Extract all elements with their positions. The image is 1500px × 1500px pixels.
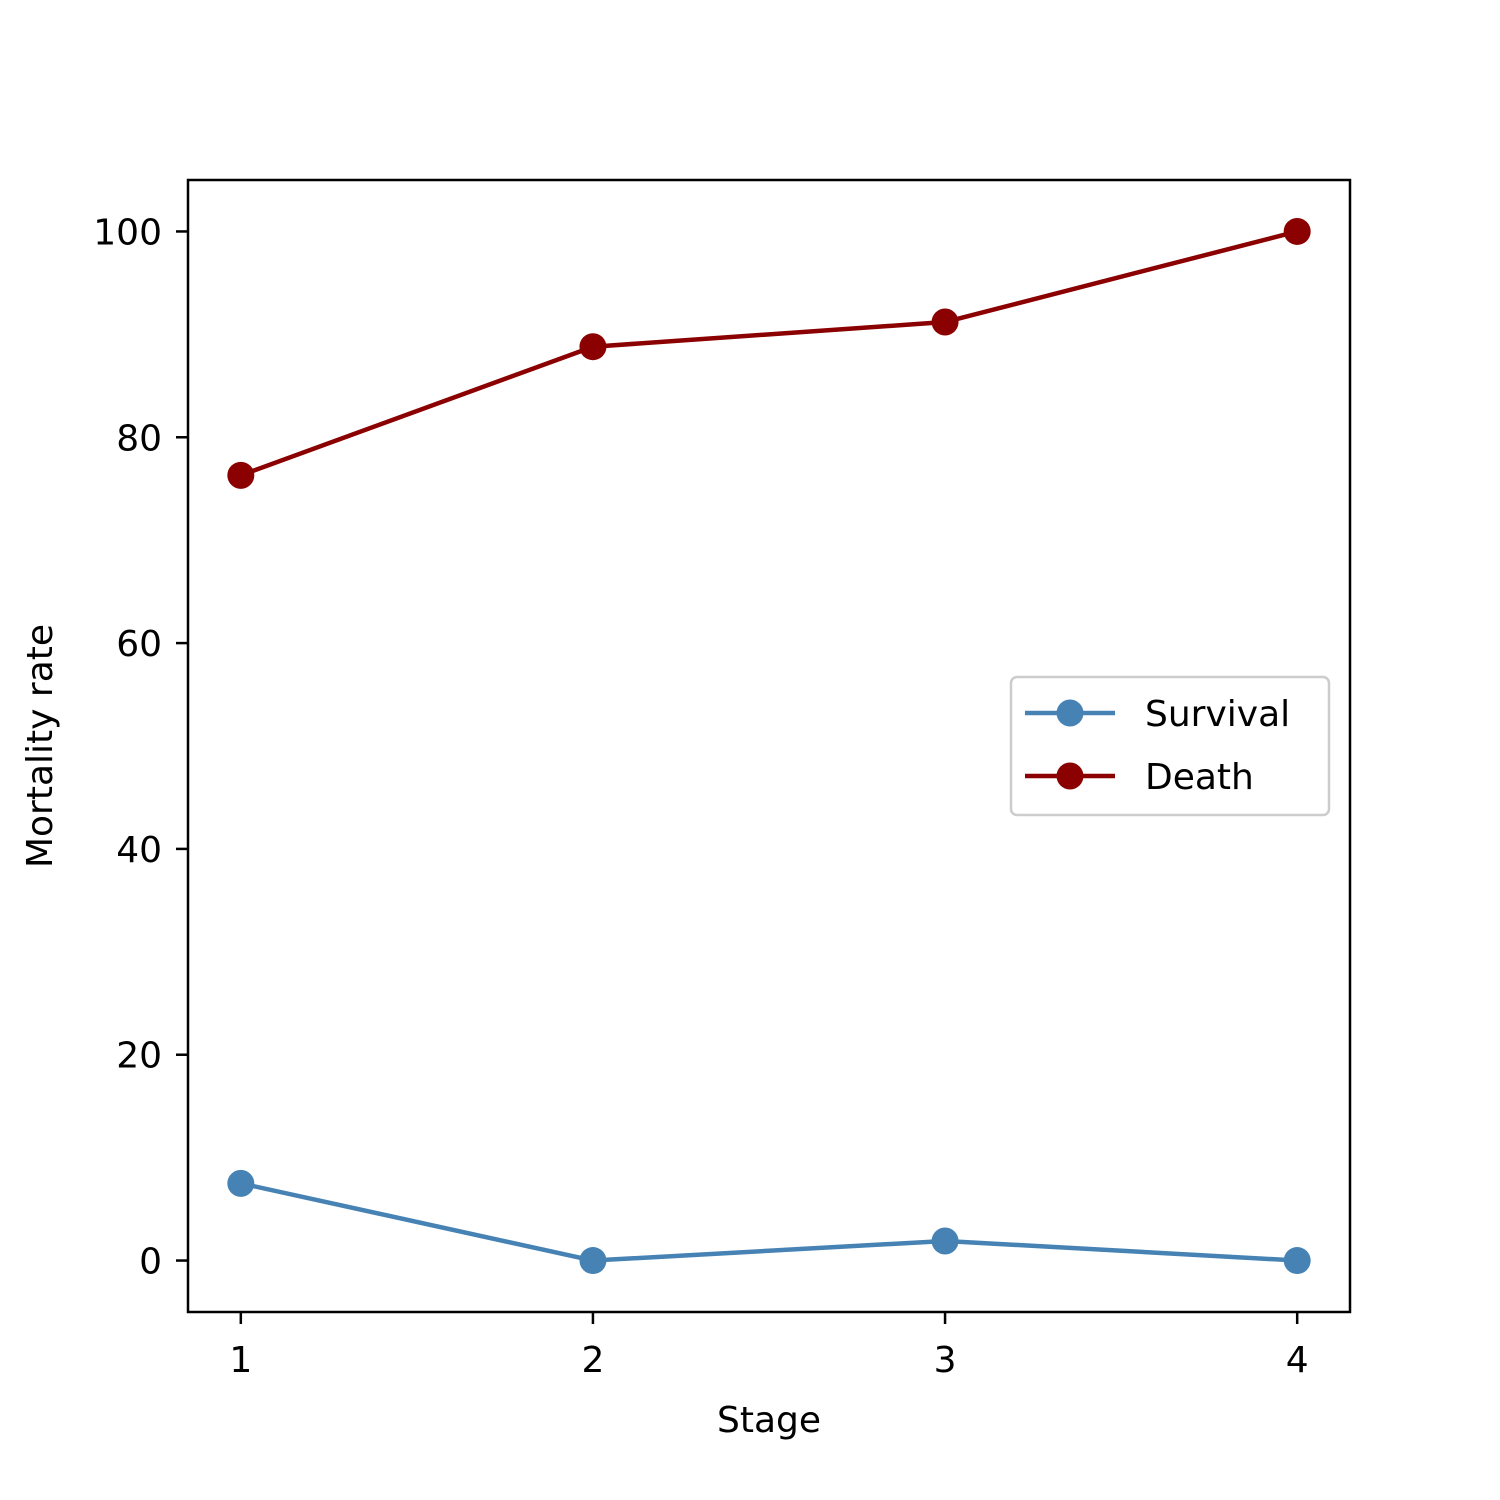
x-tick-label: 4 (1286, 1340, 1309, 1381)
y-axis-ticks: 0 20 40 60 80 100 (93, 212, 188, 1283)
plot-frame (186, 178, 1352, 1314)
x-tick-label: 2 (581, 1340, 604, 1381)
x-tick-label: 1 (229, 1340, 252, 1381)
data-point-survival (579, 1247, 607, 1275)
legend-label-survival: Survival (1145, 694, 1290, 735)
data-point-survival (1283, 1247, 1311, 1275)
legend: Survival Death (1009, 675, 1331, 817)
x-axis-label: Stage (717, 1400, 821, 1441)
data-point-death (227, 461, 255, 489)
data-point-survival (931, 1227, 959, 1255)
y-tick-label: 40 (116, 830, 162, 871)
y-axis-label: Mortality rate (20, 624, 61, 868)
y-tick-label: 0 (139, 1242, 162, 1283)
series-line-survival (240, 1181, 1298, 1263)
y-tick-label: 100 (93, 212, 162, 253)
legend-label-death: Death (1145, 757, 1254, 798)
x-tick-label: 3 (934, 1340, 957, 1381)
y-tick-label: 60 (116, 624, 162, 665)
legend-marker-survival (1056, 699, 1084, 727)
y-tick-label: 80 (116, 418, 162, 459)
x-axis-ticks: 1 2 3 4 (229, 1312, 1309, 1381)
data-point-survival (227, 1169, 255, 1197)
series-layer (227, 217, 1311, 1275)
series-line-death (240, 229, 1298, 478)
data-point-death (931, 308, 959, 336)
data-point-death (579, 333, 607, 361)
y-tick-label: 20 (116, 1036, 162, 1077)
data-point-death (1283, 217, 1311, 245)
legend-marker-death (1056, 762, 1084, 790)
